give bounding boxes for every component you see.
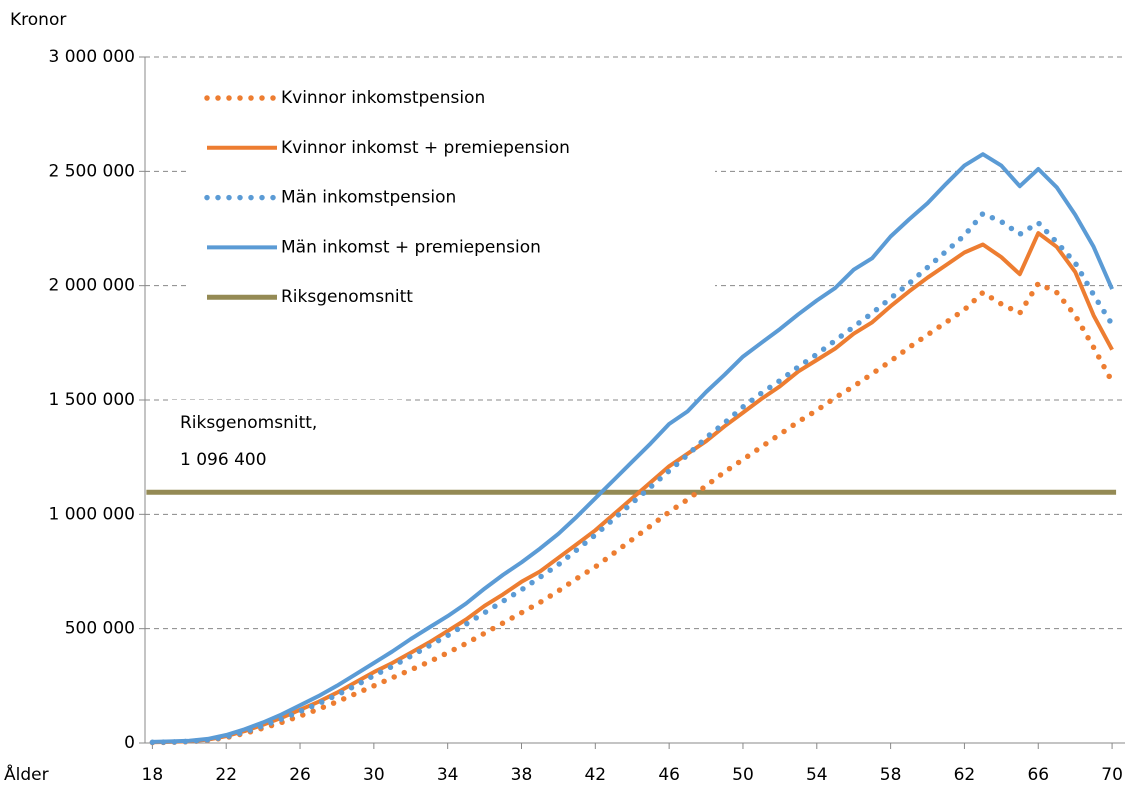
x-tick-label: 34 <box>437 765 459 785</box>
x-tick-label: 18 <box>142 765 164 785</box>
legend-label: Män inkomstpension <box>281 188 456 208</box>
x-tick-label: 58 <box>880 765 902 785</box>
series-line <box>149 279 1115 746</box>
y-tick-label: 3 000 000 <box>48 47 135 67</box>
legend-label: Riksgenomsnitt <box>281 287 413 307</box>
y-axis-label: Kronor <box>10 10 66 30</box>
x-tick-label: 70 <box>1101 765 1123 785</box>
x-tick-label: 66 <box>1027 765 1049 785</box>
legend-label: Män inkomst + premiepension <box>281 237 541 257</box>
legend-label: Kvinnor inkomstpension <box>281 88 485 108</box>
x-axis-label: Ålder <box>4 763 49 785</box>
annotation-background <box>170 400 405 480</box>
y-tick-label: 2 000 000 <box>48 276 135 296</box>
series-line <box>149 210 1115 746</box>
series-line <box>152 152 1114 744</box>
y-tick-label: 500 000 <box>65 619 135 639</box>
x-tick-label: 46 <box>658 765 680 785</box>
annotation: Riksgenomsnitt, <box>180 413 317 433</box>
x-tick-label: 38 <box>511 765 533 785</box>
x-tick-label: 30 <box>363 765 385 785</box>
x-tick-label: 22 <box>215 765 237 785</box>
y-tick-label: 1 500 000 <box>48 390 135 410</box>
legend-label: Kvinnor inkomst + premiepension <box>281 138 570 158</box>
y-tick-label: 1 000 000 <box>48 504 135 524</box>
y-tick-label: 0 <box>124 733 135 753</box>
x-tick-label: 50 <box>732 765 754 785</box>
x-tick-label: 42 <box>584 765 606 785</box>
x-tick-label: 62 <box>954 765 976 785</box>
x-tick-label: 54 <box>806 765 828 785</box>
legend-background <box>190 75 715 320</box>
x-tick-label: 26 <box>289 765 311 785</box>
annotation-value: 1 096 400 <box>180 450 267 470</box>
y-tick-label: 2 500 000 <box>48 161 135 181</box>
